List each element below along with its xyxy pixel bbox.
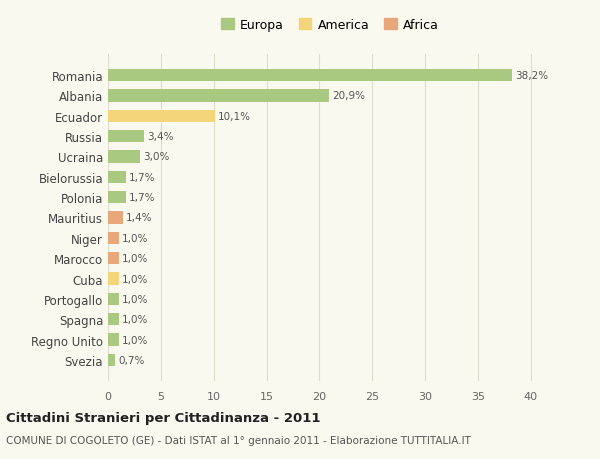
Text: 1,0%: 1,0% — [122, 254, 148, 263]
Text: 1,0%: 1,0% — [122, 314, 148, 325]
Text: COMUNE DI COGOLETO (GE) - Dati ISTAT al 1° gennaio 2011 - Elaborazione TUTTITALI: COMUNE DI COGOLETO (GE) - Dati ISTAT al … — [6, 435, 471, 445]
Text: 3,4%: 3,4% — [147, 132, 173, 142]
Bar — [108, 171, 126, 184]
Bar — [108, 111, 215, 123]
Bar — [108, 293, 119, 305]
Text: 38,2%: 38,2% — [515, 71, 548, 81]
Bar — [108, 212, 123, 224]
Bar — [108, 354, 115, 366]
Bar — [108, 273, 119, 285]
Text: 1,7%: 1,7% — [129, 173, 155, 182]
Text: 0,7%: 0,7% — [119, 355, 145, 365]
Text: 1,0%: 1,0% — [122, 335, 148, 345]
Bar — [108, 232, 119, 244]
Text: 20,9%: 20,9% — [332, 91, 365, 101]
Text: 1,7%: 1,7% — [129, 193, 155, 203]
Text: 1,4%: 1,4% — [126, 213, 152, 223]
Text: 10,1%: 10,1% — [218, 112, 251, 122]
Bar — [108, 192, 126, 204]
Legend: Europa, America, Africa: Europa, America, Africa — [221, 19, 439, 32]
Bar — [108, 151, 140, 163]
Bar — [108, 252, 119, 265]
Text: 1,0%: 1,0% — [122, 233, 148, 243]
Text: Cittadini Stranieri per Cittadinanza - 2011: Cittadini Stranieri per Cittadinanza - 2… — [6, 412, 320, 425]
Text: 1,0%: 1,0% — [122, 294, 148, 304]
Bar — [108, 313, 119, 325]
Text: 3,0%: 3,0% — [143, 152, 169, 162]
Text: 1,0%: 1,0% — [122, 274, 148, 284]
Bar — [108, 70, 512, 82]
Bar — [108, 90, 329, 102]
Bar — [108, 334, 119, 346]
Bar — [108, 131, 144, 143]
